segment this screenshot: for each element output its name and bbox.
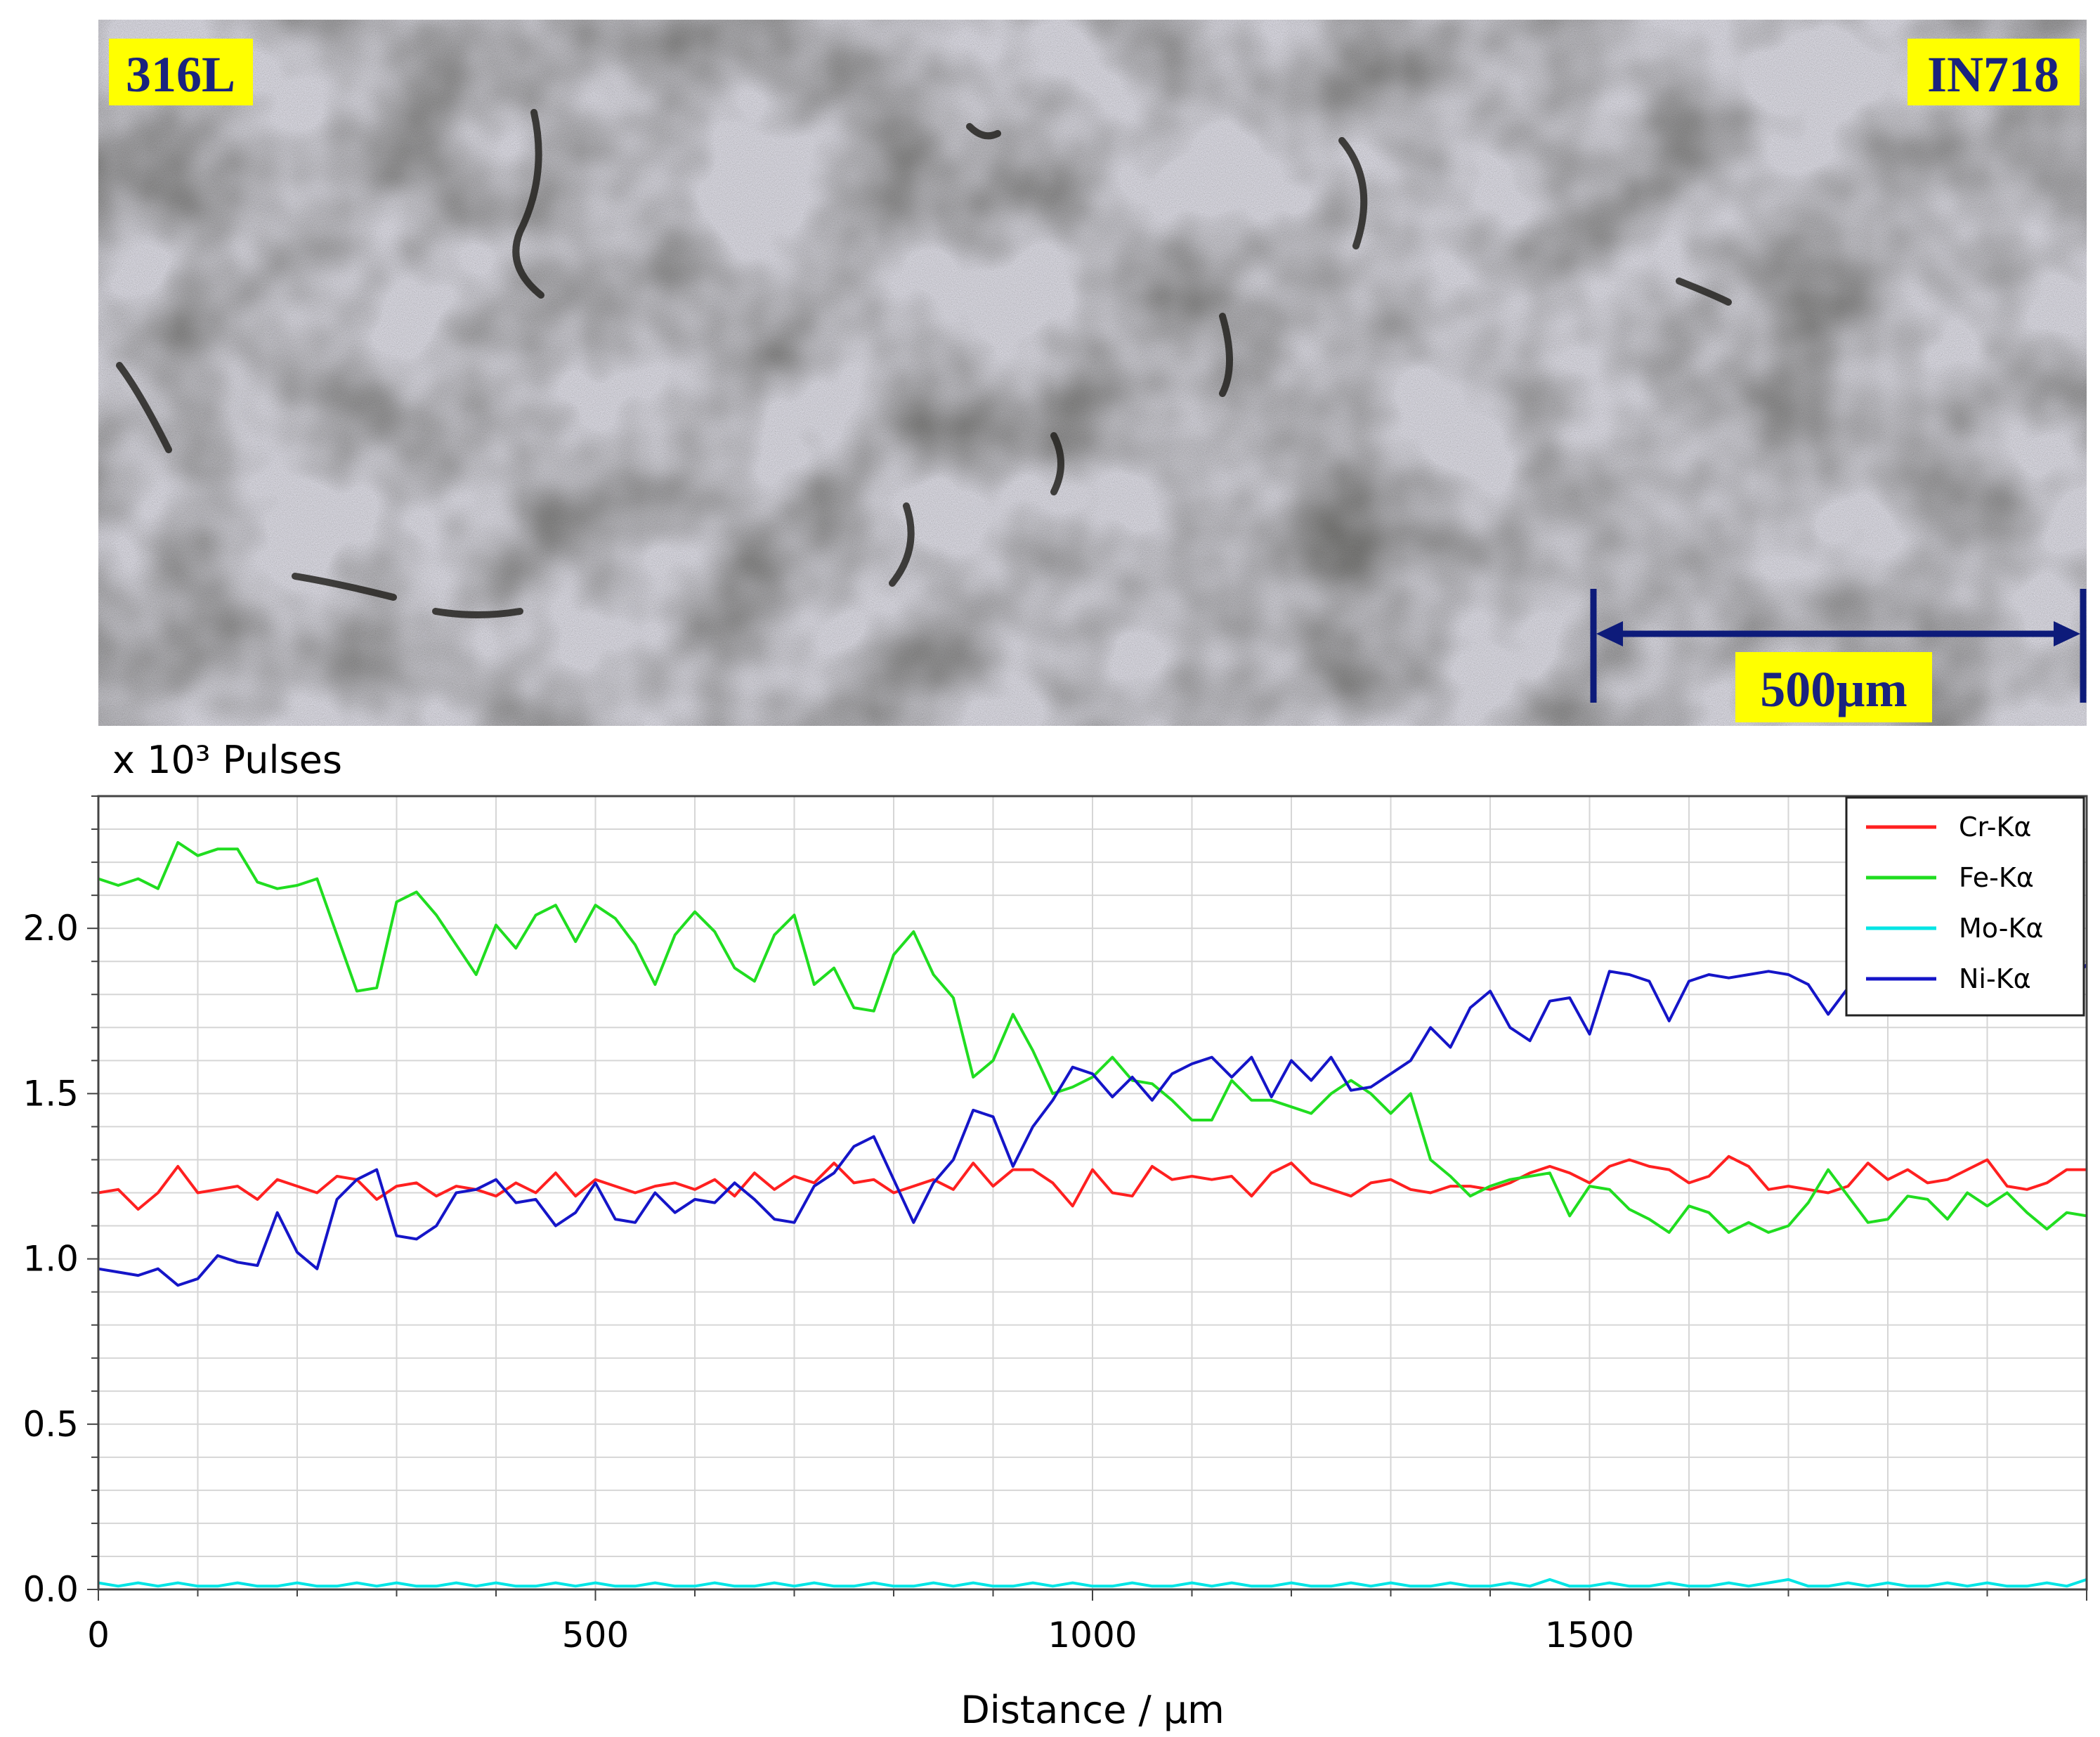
y-tick-label: 1.5 bbox=[22, 1073, 79, 1114]
label-316l: 316L bbox=[109, 39, 253, 105]
svg-text:316L: 316L bbox=[126, 46, 235, 103]
y-tick-label: 1.0 bbox=[22, 1239, 79, 1280]
y-tick-label: 0.0 bbox=[22, 1569, 79, 1610]
y-tick-label: 0.5 bbox=[22, 1404, 79, 1445]
plot-area bbox=[98, 796, 2087, 1589]
scale-bar: 500µm bbox=[1590, 589, 2087, 722]
x-tick-label: 1000 bbox=[1048, 1615, 1137, 1655]
micrograph-dark-features bbox=[116, 109, 1732, 618]
series-line-cr bbox=[98, 1154, 2087, 1211]
series-line-ni bbox=[98, 963, 2088, 1287]
series-line-fe bbox=[98, 840, 2087, 1234]
legend-label: Cr-Kα bbox=[1959, 812, 2031, 843]
grid bbox=[98, 796, 2087, 1589]
tick-labels: 0.0 0.5 1.0 1.5 2.0 0 500 1000 1500 bbox=[22, 908, 1634, 1655]
x-tick-label: 1500 bbox=[1545, 1615, 1634, 1655]
y-axis-title: x 10³ Pulses bbox=[112, 738, 342, 782]
x-tick-label: 0 bbox=[87, 1615, 110, 1655]
micrograph-image: 316L IN718 500µm bbox=[98, 20, 2087, 726]
legend-label: Fe-Kα bbox=[1959, 862, 2034, 893]
svg-text:IN718: IN718 bbox=[1927, 46, 2059, 103]
y-tick-label: 2.0 bbox=[22, 908, 79, 949]
x-tick-label: 500 bbox=[562, 1615, 629, 1655]
legend-label: Mo-Kα bbox=[1959, 913, 2043, 944]
micrograph-background bbox=[98, 20, 2087, 726]
legend-label: Ni-Kα bbox=[1959, 963, 2031, 994]
x-axis-title: Distance / µm bbox=[960, 1688, 1225, 1732]
legend: Cr-Kα Fe-Kα Mo-Kα Ni-Kα bbox=[1845, 796, 2085, 1017]
axes bbox=[87, 795, 2088, 1601]
label-in718: IN718 bbox=[1907, 39, 2080, 105]
plot-frame bbox=[97, 795, 2088, 1591]
legend-box bbox=[1845, 796, 2085, 1017]
series-layer bbox=[98, 840, 2088, 1588]
scale-bar-label: 500µm bbox=[1760, 661, 1907, 717]
series-line-mo bbox=[98, 1577, 2087, 1588]
